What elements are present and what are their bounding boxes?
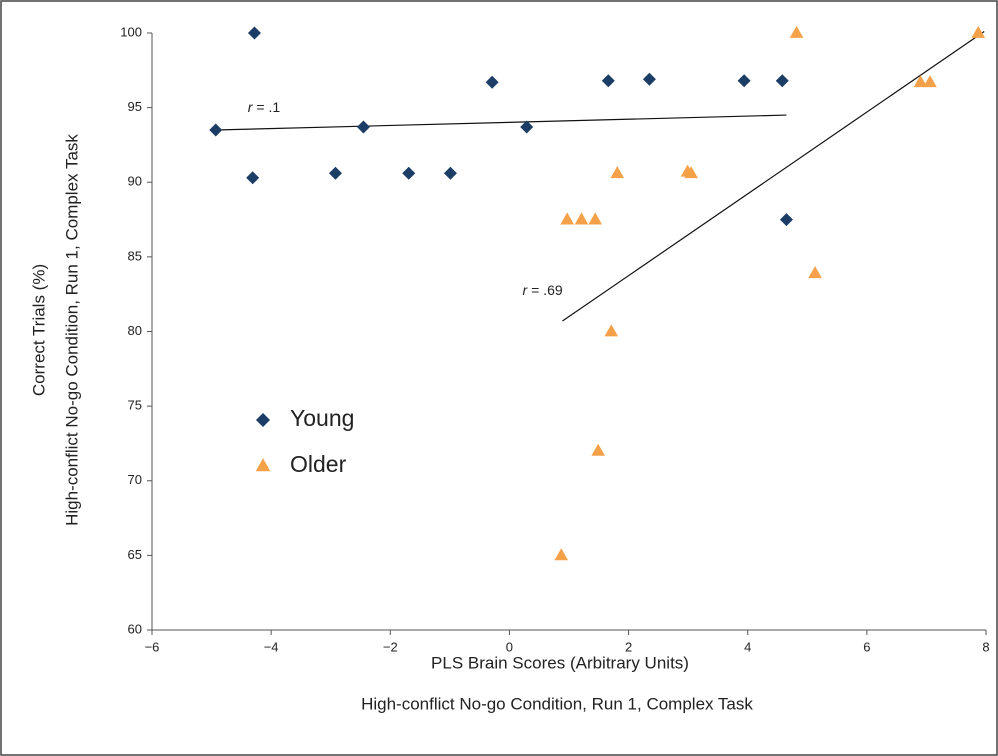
y-tick-label: 90 [128,174,142,189]
diamond-point [328,166,342,180]
diamond-point [601,74,615,88]
trend-line [562,31,985,322]
diamond-point [520,120,534,134]
y-tick-label: 60 [128,621,142,636]
y-axis-label: Correct Trials (%) [29,264,48,396]
triangle-point [971,25,986,38]
y-tick-label: 85 [128,248,142,263]
trend-line [215,114,787,131]
triangle-point [554,548,569,561]
y-axis-label: High-conflict No-go Condition, Run 1, Co… [62,134,81,526]
y-tick-label: 70 [128,472,142,487]
diamond-point [443,166,457,180]
triangle-point [913,75,928,88]
r-value: = .1 [256,99,280,115]
trend-annotation: r = .1 [248,99,281,115]
y-tick-label: 75 [128,398,142,413]
legend-marker [256,413,270,427]
legend-marker [255,458,271,472]
x-tick-label: −6 [145,639,160,654]
r-symbol: r [522,282,528,298]
x-tick-label: 0 [506,639,513,654]
diamond-point [485,75,499,89]
diamond-point [209,123,223,137]
y-tick-label: 65 [128,547,142,562]
triangle-point [789,25,804,38]
triangle-point [610,166,625,179]
triangle-point [684,166,698,179]
diamond-point [247,26,261,40]
x-tick-label: −2 [383,639,398,654]
y-tick-label: 100 [120,24,142,39]
legend-label: Young [290,405,354,431]
y-tick-label: 80 [128,323,142,338]
diamond-point [775,74,789,88]
triangle-point [808,266,822,279]
r-symbol: r [248,99,254,115]
diamond-point [246,171,260,185]
y-tick-label: 95 [128,99,142,114]
diamond-point [737,74,751,88]
diamond-point [779,213,793,227]
legend-label: Older [290,451,347,477]
x-tick-label: 4 [744,639,751,654]
triangle-point [560,212,575,225]
triangle-point [574,212,589,225]
diamond-point [356,120,370,134]
r-value: = .69 [531,282,563,298]
x-tick-label: 8 [982,639,989,654]
x-tick-label: 6 [863,639,870,654]
triangle-point [588,212,603,225]
x-tick-label: −4 [264,639,279,654]
diamond-point [642,72,656,86]
x-tick-label: 2 [625,639,632,654]
x-axis-label: PLS Brain Scores (Arbitrary Units) [431,653,689,672]
trend-annotation: r = .69 [522,282,562,298]
triangle-point [604,324,619,337]
x-axis-label: High-conflict No-go Condition, Run 1, Co… [361,694,753,713]
diamond-point [402,166,416,180]
triangle-point [923,75,937,88]
triangle-point [591,443,606,456]
